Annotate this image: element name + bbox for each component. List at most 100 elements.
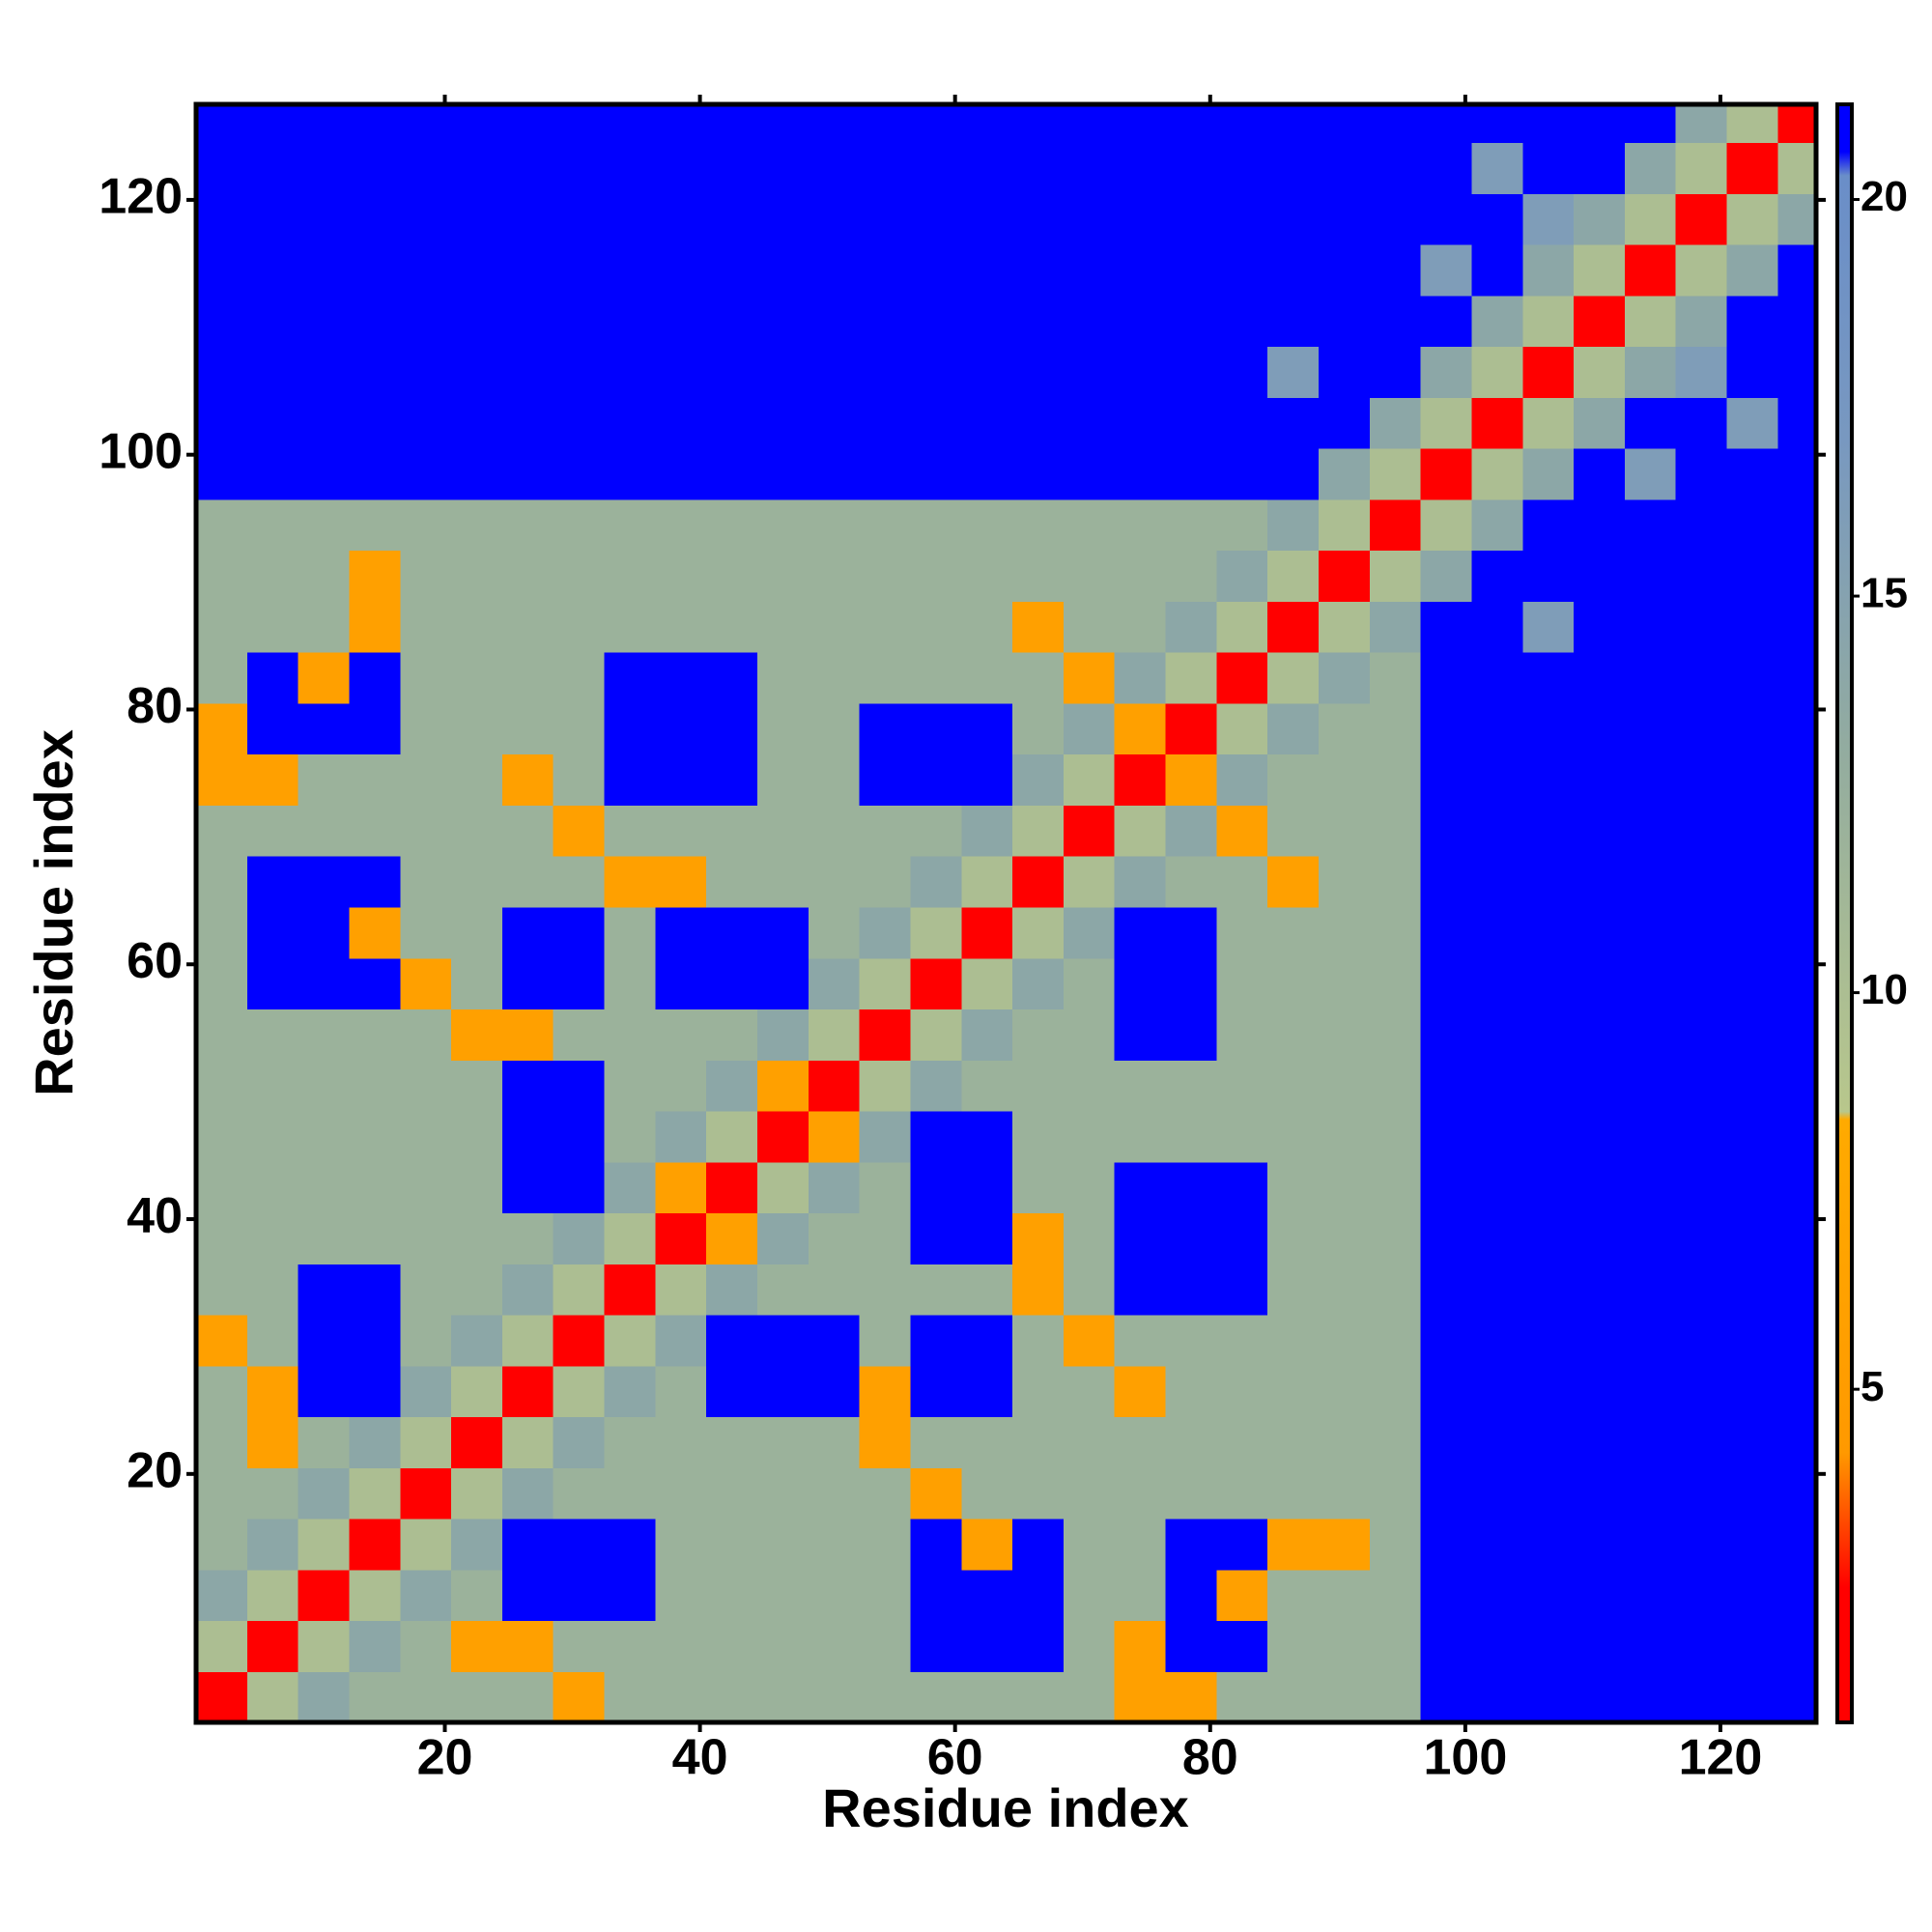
heatmap-cell [1165,805,1217,857]
heatmap-cell [553,1161,606,1214]
heatmap-cell [1319,1365,1371,1418]
heatmap-cell [1369,448,1422,500]
heatmap-cell [961,1161,1013,1214]
heatmap-cell [298,906,351,959]
heatmap-cell [1777,957,1816,1010]
heatmap-cell [859,1009,912,1061]
heatmap-cell [1267,498,1320,552]
heatmap-cell [1012,702,1065,755]
heatmap-cell [910,1569,962,1622]
heatmap-cell [298,1314,351,1367]
heatmap-cell [451,1009,503,1061]
heatmap-cell [808,702,861,755]
heatmap-cell [1114,1569,1167,1622]
heatmap-cell [1165,1264,1217,1316]
heatmap-cell [757,550,810,602]
heatmap-cell [808,957,861,1010]
heatmap-cell [1726,295,1778,348]
heatmap-cell [1726,1314,1778,1367]
heatmap-cell [501,142,554,194]
heatmap-cell [1369,550,1422,602]
heatmap-cell [196,702,248,755]
heatmap-cell [298,142,351,194]
heatmap-cell [1522,550,1575,602]
heatmap-cell [1114,601,1167,653]
heatmap-cell [1522,1060,1575,1112]
heatmap-cell [757,957,810,1010]
heatmap-cell [655,1467,707,1520]
heatmap-cell [1471,1314,1523,1367]
heatmap-cell [1777,104,1816,144]
heatmap-cell [196,1518,248,1571]
heatmap-cell [1420,1110,1473,1163]
heatmap-cell [757,652,810,704]
heatmap-cell [298,652,351,704]
heatmap-cell [1012,1264,1065,1316]
heatmap-cell [1726,193,1778,245]
heatmap-cell [1114,1060,1167,1112]
heatmap-cell [1675,1671,1728,1722]
heatmap-cell [1471,1009,1523,1061]
heatmap-cell [1216,1161,1268,1214]
heatmap-cell [1012,1620,1065,1672]
heatmap-cell [655,1620,707,1672]
heatmap-cell [859,193,912,245]
heatmap-cell [298,397,351,449]
heatmap-cell [1420,1416,1473,1468]
heatmap-cell [1063,104,1116,144]
heatmap-cell [961,1314,1013,1367]
heatmap-cell [553,1060,606,1112]
heatmap-cell [910,1518,962,1571]
heatmap-cell [1574,193,1626,245]
heatmap-cell [246,142,299,194]
heatmap-cell [501,702,554,755]
heatmap-cell [349,1518,401,1571]
heatmap-cell [1012,1009,1065,1061]
heatmap-cell [1369,652,1422,704]
heatmap-cell [859,601,912,653]
heatmap-cell [1471,1671,1523,1722]
heatmap-cell [655,346,707,398]
heatmap-cell [1420,1264,1473,1316]
heatmap-cell [1369,1620,1422,1672]
heatmap-cell [1777,1467,1816,1520]
heatmap-cell [1675,1161,1728,1214]
heatmap-cell [604,1365,656,1418]
heatmap-cell [1165,1212,1217,1264]
heatmap-cell [1267,906,1320,959]
heatmap-cell [196,906,248,959]
heatmap-cell [1114,1416,1167,1468]
heatmap-cell [1522,1467,1575,1520]
heatmap-cell [553,1416,606,1468]
heatmap-cell [298,104,351,144]
heatmap-cell [1624,601,1677,653]
heatmap-cell [451,1467,503,1520]
heatmap-cell [859,295,912,348]
heatmap-cell [1319,1671,1371,1722]
heatmap-cell [706,1110,758,1163]
heatmap-cell [553,142,606,194]
heatmap-cell [1267,1161,1320,1214]
heatmap-cell [1012,1467,1065,1520]
heatmap-cell [1319,753,1371,806]
heatmap-cell [1319,1518,1371,1571]
heatmap-cell [1675,957,1728,1010]
y-tick-label: 40 [127,1188,183,1244]
heatmap-cell [349,104,401,144]
heatmap-cell [961,1009,1013,1061]
heatmap-cell [961,906,1013,959]
heatmap-cell [1420,906,1473,959]
heatmap-cell [349,1620,401,1672]
heatmap-cell [1114,856,1167,908]
heatmap-cell [298,1009,351,1061]
heatmap-cell [808,1671,861,1722]
heatmap-cell [1574,1264,1626,1316]
heatmap-cell [1216,1110,1268,1163]
heatmap-cell [1675,346,1728,398]
heatmap-cell [553,1569,606,1622]
heatmap-cell [859,1620,912,1672]
heatmap-cell [1471,1467,1523,1520]
heatmap-cell [1114,652,1167,704]
heatmap-cell [1420,1009,1473,1061]
heatmap-cell [451,1110,503,1163]
